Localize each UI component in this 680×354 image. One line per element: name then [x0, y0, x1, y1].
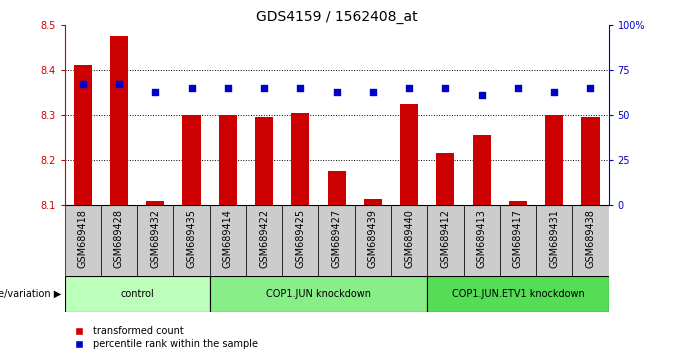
Bar: [182, 115, 201, 205]
Bar: [255, 117, 273, 205]
Bar: [400, 104, 418, 205]
Point: [186, 85, 197, 91]
Text: GSM689427: GSM689427: [332, 209, 341, 268]
Bar: [110, 36, 128, 205]
FancyBboxPatch shape: [318, 205, 355, 276]
FancyBboxPatch shape: [427, 205, 464, 276]
Bar: [73, 65, 92, 205]
FancyBboxPatch shape: [355, 205, 391, 276]
FancyBboxPatch shape: [573, 205, 609, 276]
Point: [404, 85, 415, 91]
Bar: [219, 115, 237, 205]
Text: GSM689439: GSM689439: [368, 209, 378, 268]
Point: [295, 85, 306, 91]
Bar: [509, 201, 527, 205]
Point: [114, 81, 124, 87]
Text: GSM689432: GSM689432: [150, 209, 160, 268]
Point: [585, 85, 596, 91]
Bar: [473, 135, 491, 205]
Text: GSM689417: GSM689417: [513, 209, 523, 268]
Bar: [146, 201, 165, 205]
Text: control: control: [120, 289, 154, 299]
FancyBboxPatch shape: [65, 205, 101, 276]
Text: GSM689412: GSM689412: [441, 209, 450, 268]
Text: genotype/variation ▶: genotype/variation ▶: [0, 289, 61, 299]
Bar: [328, 171, 345, 205]
Text: GSM689414: GSM689414: [223, 209, 233, 268]
Text: COP1.JUN.ETV1 knockdown: COP1.JUN.ETV1 knockdown: [452, 289, 584, 299]
Text: GSM689431: GSM689431: [549, 209, 559, 268]
Title: GDS4159 / 1562408_at: GDS4159 / 1562408_at: [256, 10, 418, 24]
Point: [258, 85, 269, 91]
FancyBboxPatch shape: [246, 205, 282, 276]
Point: [367, 89, 378, 95]
Text: GSM689418: GSM689418: [78, 209, 88, 268]
Bar: [364, 199, 382, 205]
Text: GSM689422: GSM689422: [259, 209, 269, 268]
Text: GSM689428: GSM689428: [114, 209, 124, 268]
Point: [78, 81, 88, 87]
Point: [222, 85, 233, 91]
Point: [331, 89, 342, 95]
FancyBboxPatch shape: [65, 276, 209, 312]
FancyBboxPatch shape: [536, 205, 573, 276]
Point: [513, 85, 524, 91]
Text: GSM689413: GSM689413: [477, 209, 487, 268]
Text: GSM689425: GSM689425: [295, 209, 305, 268]
Point: [440, 85, 451, 91]
Text: GSM689438: GSM689438: [585, 209, 596, 268]
Text: COP1.JUN knockdown: COP1.JUN knockdown: [266, 289, 371, 299]
FancyBboxPatch shape: [209, 205, 246, 276]
Point: [476, 92, 487, 98]
Bar: [437, 153, 454, 205]
FancyBboxPatch shape: [173, 205, 209, 276]
FancyBboxPatch shape: [137, 205, 173, 276]
Bar: [581, 117, 600, 205]
FancyBboxPatch shape: [391, 205, 427, 276]
FancyBboxPatch shape: [427, 276, 609, 312]
FancyBboxPatch shape: [464, 205, 500, 276]
Point: [549, 89, 560, 95]
Text: GSM689440: GSM689440: [404, 209, 414, 268]
Legend: transformed count, percentile rank within the sample: transformed count, percentile rank withi…: [69, 326, 258, 349]
FancyBboxPatch shape: [209, 276, 427, 312]
FancyBboxPatch shape: [101, 205, 137, 276]
Bar: [545, 115, 563, 205]
FancyBboxPatch shape: [500, 205, 536, 276]
Text: GSM689435: GSM689435: [186, 209, 197, 268]
Bar: [291, 113, 309, 205]
FancyBboxPatch shape: [282, 205, 318, 276]
Point: [150, 89, 160, 95]
